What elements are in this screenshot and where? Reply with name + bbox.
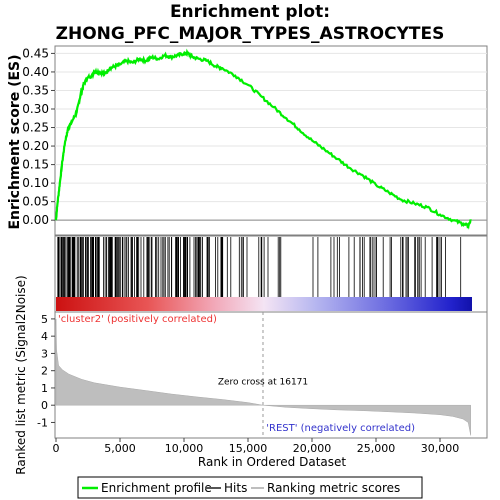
x-tick-label: 5,000	[104, 442, 136, 455]
chart-title-line2: ZHONG_PFC_MAJOR_TYPES_ASTROCYTES	[56, 24, 445, 44]
metric-tick-label: 4	[41, 330, 48, 343]
x-tick-label: 10,000	[165, 442, 204, 455]
es-tick-label: 0.00	[22, 213, 49, 227]
legend-enrichment-label: Enrichment profile	[101, 481, 212, 495]
metric-tick-label: 0	[41, 399, 48, 412]
x-tick-label: 25,000	[357, 442, 396, 455]
metric-tick-label: -1	[37, 416, 48, 429]
es-tick-label: 0.25	[22, 121, 49, 135]
metric-y-axis-label: Ranked list metric (Signal2Noise)	[14, 275, 28, 474]
legend: Enrichment profile Hits Ranking metric s…	[78, 477, 422, 498]
legend-hits-label: Hits	[224, 481, 247, 495]
x-tick-label: 30,000	[421, 442, 460, 455]
es-tick-label: 0.45	[22, 46, 49, 60]
es-tick-label: 0.15	[22, 158, 49, 172]
x-axis-label: Rank in Ordered Dataset	[198, 455, 346, 469]
metric-tick-label: 5	[41, 313, 48, 326]
metric-tick-label: 1	[41, 382, 48, 395]
negative-correlation-label: 'REST' (negatively correlated)	[266, 423, 415, 434]
metric-tick-label: 2	[41, 365, 48, 378]
rank-color-bar	[56, 297, 472, 311]
x-tick-label: 20,000	[293, 442, 332, 455]
legend-metric-label: Ranking metric scores	[267, 481, 400, 495]
es-tick-label: 0.40	[22, 65, 49, 79]
x-tick-label: 0	[53, 442, 60, 455]
chart-title-line1: Enrichment plot:	[170, 2, 330, 22]
es-tick-label: 0.20	[22, 139, 49, 153]
x-tick-label: 15,000	[229, 442, 268, 455]
es-tick-label: 0.05	[22, 195, 49, 209]
zero-cross-label: Zero cross at 16171	[218, 377, 308, 387]
positive-correlation-label: 'cluster2' (positively correlated)	[58, 314, 217, 325]
es-y-axis-label: Enrichment score (ES)	[7, 54, 23, 229]
es-tick-label: 0.10	[22, 176, 49, 190]
metric-tick-label: 3	[41, 347, 48, 360]
es-tick-label: 0.30	[22, 102, 49, 116]
es-tick-label: 0.35	[22, 83, 49, 97]
